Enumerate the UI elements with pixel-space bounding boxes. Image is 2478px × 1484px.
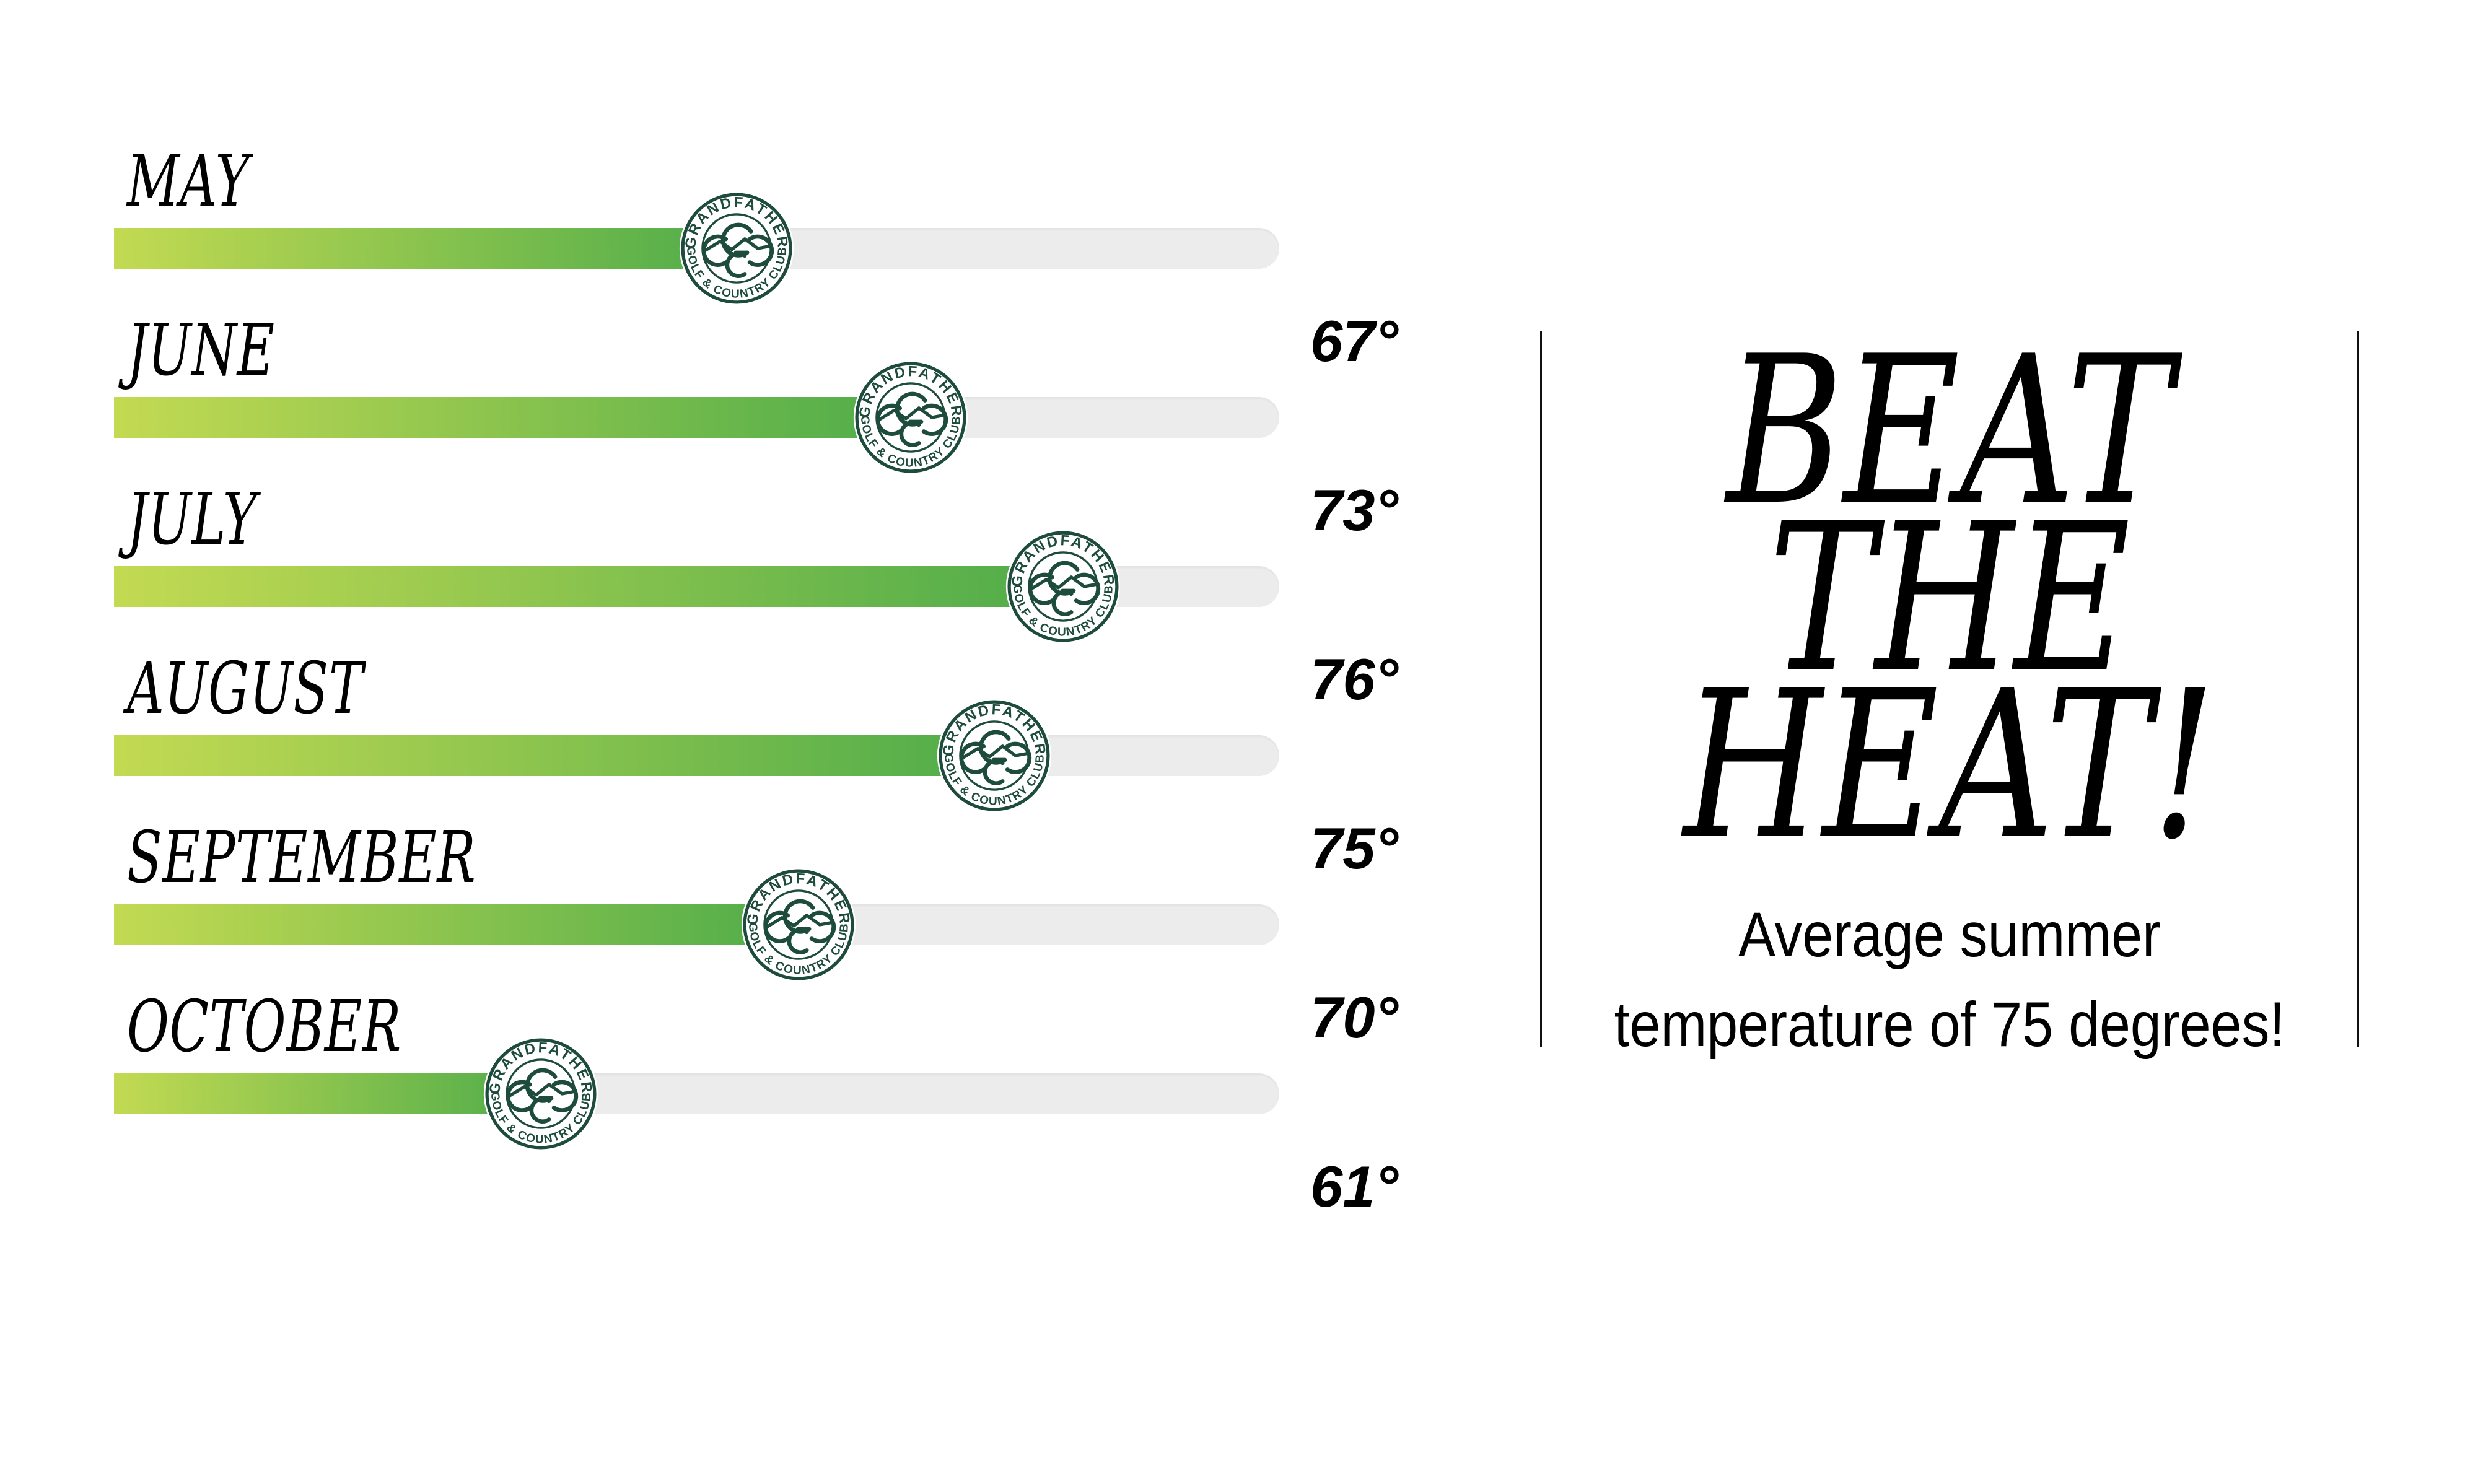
badge-outer-disc — [853, 360, 968, 475]
grandfather-golf-club-badge: GRANDFATHER GOLF & COUNTRY CLUB — [741, 867, 856, 982]
temperature-bar: GRANDFATHER GOLF & COUNTRY CLUB 73° — [114, 360, 1398, 539]
badge-outer-disc — [1005, 529, 1121, 644]
badge-slot: GRANDFATHER GOLF & COUNTRY CLUB — [1004, 528, 1122, 645]
badge-outer-ring — [855, 362, 966, 473]
month-label: AUGUST — [127, 647, 364, 730]
temperature-value: 76° — [1310, 647, 1399, 712]
grandfather-golf-club-badge: GRANDFATHER GOLF & COUNTRY CLUB — [853, 360, 968, 475]
panel-caption-line-1: Average summer — [1738, 899, 2161, 970]
badge-monogram — [1028, 561, 1101, 616]
grandfather-golf-club-badge: GRANDFATHER GOLF & COUNTRY CLUB — [680, 191, 794, 306]
badge-slot: GRANDFATHER GOLF & COUNTRY CLUB — [935, 697, 1053, 814]
panel-caption-line-2: temperature of 75 degrees! — [1614, 989, 2285, 1060]
month-row-october: OCTOBER GRANDFATHER GOLF & COUNTRY CLUB … — [114, 980, 1576, 1216]
temperature-bar: GRANDFATHER GOLF & COUNTRY CLUB 70° — [114, 867, 1398, 1047]
bar-fill — [114, 228, 737, 269]
badge-outer-ring — [939, 700, 1050, 811]
badge-outer-ring — [1007, 531, 1119, 642]
bar-fill — [114, 566, 1064, 607]
divider-line-left — [1540, 331, 1542, 1047]
temperature-bar: GRANDFATHER GOLF & COUNTRY CLUB 76° — [114, 529, 1398, 709]
badge-slot: GRANDFATHER GOLF & COUNTRY CLUB — [678, 190, 795, 307]
badge-outer-ring — [485, 1038, 597, 1150]
grandfather-golf-club-badge: GRANDFATHER GOLF & COUNTRY CLUB — [484, 1036, 598, 1151]
badge-monogram — [763, 899, 836, 954]
month-label: MAY — [127, 140, 250, 223]
panel-title-line-1: BEAT — [1726, 312, 2173, 550]
badge-outer-ring — [743, 869, 854, 980]
month-label: JULY — [127, 478, 258, 561]
panel-caption: Average summer temperature of 75 degrees… — [1591, 890, 2308, 1070]
badge-slot: GRANDFATHER GOLF & COUNTRY CLUB — [852, 359, 970, 476]
temperature-bar: GRANDFATHER GOLF & COUNTRY CLUB 75° — [114, 698, 1398, 878]
badge-monogram — [959, 730, 1032, 785]
badge-outer-disc — [937, 698, 1052, 813]
panel-title: BEAT THE HEAT! — [1632, 312, 2267, 884]
badge-monogram — [506, 1068, 579, 1124]
temperature-value: 67° — [1310, 308, 1399, 373]
divider-line-right — [2357, 331, 2359, 1047]
badge-monogram — [702, 222, 774, 278]
month-label: SEPTEMBER — [127, 816, 476, 899]
badge-outer-disc — [741, 867, 856, 982]
month-label: JUNE — [127, 309, 275, 392]
badge-monogram — [875, 391, 948, 447]
badge-slot: GRANDFATHER GOLF & COUNTRY CLUB — [740, 866, 857, 984]
temperature-value: 75° — [1310, 816, 1399, 881]
temperature-value: 73° — [1310, 478, 1399, 543]
panel-title-line-3: HEAT! — [1683, 647, 2216, 884]
month-label: OCTOBER — [127, 985, 402, 1068]
month-row-may: MAY GRANDFATHER GOLF & COUNTRY CLUB 67° — [114, 135, 1576, 370]
bar-fill — [114, 904, 799, 945]
month-row-july: JULY GRANDFATHER GOLF & COUNTRY CLUB 76° — [114, 473, 1576, 709]
bar-fill — [114, 1073, 541, 1114]
temperature-bar: GRANDFATHER GOLF & COUNTRY CLUB 67° — [114, 191, 1398, 370]
badge-outer-ring — [681, 193, 792, 304]
temperature-bar: GRANDFATHER GOLF & COUNTRY CLUB 61° — [114, 1036, 1398, 1216]
month-row-september: SEPTEMBER GRANDFATHER GOLF & COUNTRY CLU… — [114, 811, 1576, 1047]
bar-fill — [114, 397, 911, 438]
temperature-value: 70° — [1310, 985, 1399, 1050]
temperature-value: 61° — [1310, 1154, 1399, 1219]
badge-outer-disc — [484, 1036, 598, 1151]
badge-outer-disc — [680, 191, 794, 306]
badge-slot: GRANDFATHER GOLF & COUNTRY CLUB — [482, 1035, 600, 1153]
bar-fill — [114, 735, 995, 776]
grandfather-golf-club-badge: GRANDFATHER GOLF & COUNTRY CLUB — [937, 698, 1052, 813]
panel-title-line-2: THE — [1768, 479, 2131, 717]
grandfather-golf-club-badge: GRANDFATHER GOLF & COUNTRY CLUB — [1005, 529, 1121, 644]
month-row-june: JUNE GRANDFATHER GOLF & COUNTRY CLUB 73° — [114, 304, 1576, 539]
month-row-august: AUGUST GRANDFATHER GOLF & COUNTRY CLUB 7… — [114, 642, 1576, 878]
